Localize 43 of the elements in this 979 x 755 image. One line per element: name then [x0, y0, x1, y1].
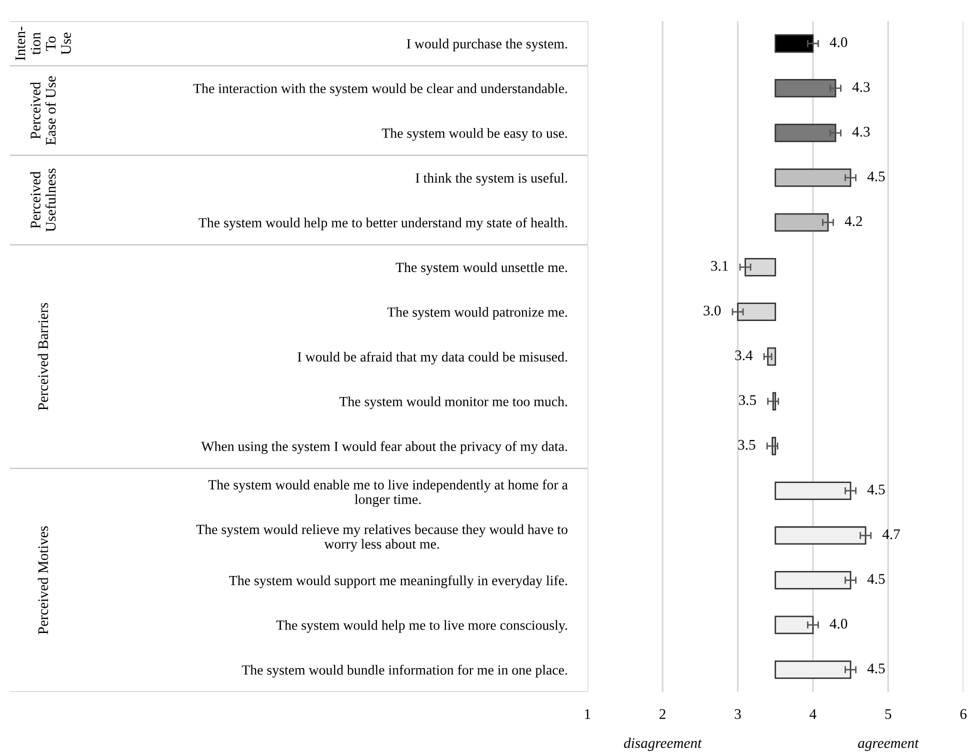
data-label: 4.2: [844, 216, 862, 226]
data-label: 3.4: [735, 350, 753, 360]
y-tick-label: When using the system I would fear about the privacy of my data.: [201, 441, 568, 454]
text: Inten- tion To Use: [16, 26, 71, 60]
y-tick-label: I would purchase the system.: [406, 38, 568, 52]
data-label: 4.5: [867, 664, 885, 674]
text: agreement: [858, 740, 919, 751]
y-tick-label: The system would unsettle me.: [396, 262, 568, 275]
y-tick-label: The system would be easy to use.: [382, 128, 568, 141]
data-label: 4.0: [830, 37, 848, 48]
data-label: 4.5: [867, 574, 885, 584]
x-tick-label: 4: [810, 709, 816, 719]
text: Perceived Usefulness: [30, 168, 56, 232]
y-tick-label: The system would relieve my relatives because they would have to worry less about me.: [196, 524, 568, 552]
text: Perceived Motives: [38, 526, 48, 634]
x-tick-label: 3: [734, 709, 741, 719]
data-label: 3.1: [711, 260, 728, 271]
x-tick-label: 6: [960, 709, 967, 719]
y-tick-label: I think the system is useful.: [416, 172, 568, 186]
x-tick-label: 5: [885, 709, 892, 719]
y-tick-label: The system would help me to live more consciously.: [276, 620, 568, 633]
data-label: 4.3: [852, 82, 870, 92]
data-label: 3.5: [739, 395, 756, 406]
y-tick-label: The system would help me to better understand my state of health.: [198, 218, 568, 230]
y-tick-label: The system would enable me to live independently at home for a longer time.: [208, 480, 568, 507]
x-tick-label: 2: [660, 709, 666, 719]
text: disagreement: [624, 738, 702, 751]
data-label: 4.7: [882, 529, 900, 540]
data-label: 4.3: [852, 126, 870, 137]
data-label: 4.5: [867, 484, 885, 494]
data-label: 3.5: [738, 440, 756, 450]
y-tick-label: The system would bundle information for me in one place.: [242, 664, 568, 678]
y-tick-label: The system would monitor me too much.: [339, 396, 568, 410]
text: Perceived Barriers: [38, 303, 48, 410]
data-label: 4.0: [830, 618, 848, 629]
y-tick-label: The system would patronize me.: [387, 307, 568, 320]
y-tick-label: The interaction with the system would be clear and understandable.: [193, 83, 568, 96]
y-tick-label: The system would support me meaningfully in everyday life.: [229, 575, 568, 588]
data-label: 4.5: [867, 172, 885, 182]
data-label: 3.0: [704, 306, 721, 316]
text: Perceived Ease of Use: [30, 76, 56, 145]
y-tick-label: I would be afraid that my data could be misused.: [298, 352, 568, 364]
x-tick-label: 1: [585, 709, 590, 719]
